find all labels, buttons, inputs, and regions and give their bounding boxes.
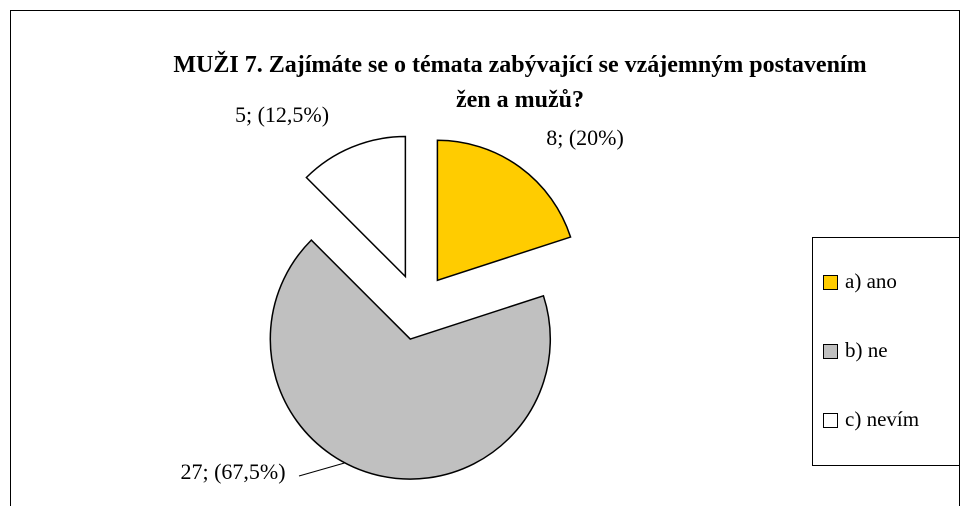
pie-slice	[305, 135, 407, 279]
data-label: 27; (67,5%)	[180, 459, 285, 484]
legend-swatch	[823, 344, 838, 359]
legend-swatch	[823, 275, 838, 290]
legend-label: b) ne	[845, 338, 888, 362]
data-label: 8; (20%)	[546, 125, 624, 150]
legend-label: c) nevím	[845, 407, 919, 431]
legend-label: a) ano	[845, 269, 897, 293]
leader-line	[298, 462, 346, 477]
chart-title: MUŽI 7. Zajímáte se o témata zabývající …	[173, 52, 867, 113]
pie-slice	[436, 139, 572, 282]
pie-slice	[269, 239, 551, 480]
data-label: 5; (12,5%)	[235, 102, 329, 127]
legend-swatch	[823, 413, 838, 428]
